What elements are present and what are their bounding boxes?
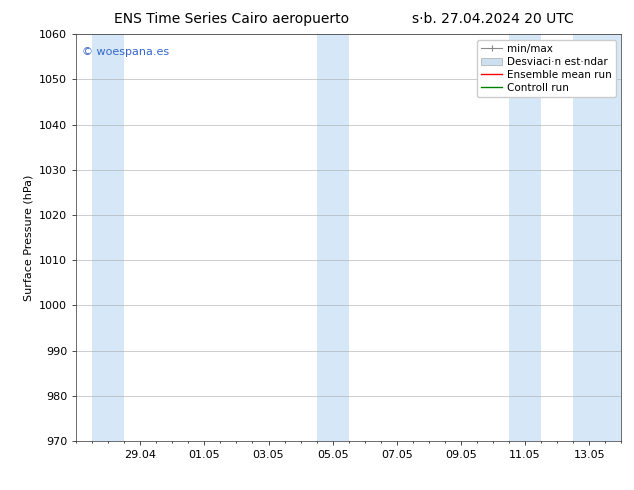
Bar (316, 34, 349, 441)
Text: ENS Time Series Cairo aeropuerto: ENS Time Series Cairo aeropuerto (114, 12, 349, 26)
Text: © woespana.es: © woespana.es (82, 47, 169, 56)
Bar (92, 34, 124, 441)
Y-axis label: Surface Pressure (hPa): Surface Pressure (hPa) (23, 174, 34, 301)
Legend: min/max, Desviaci·n est·ndar, Ensemble mean run, Controll run: min/max, Desviaci·n est·ndar, Ensemble m… (477, 40, 616, 97)
Bar (573, 34, 621, 441)
Text: s·b. 27.04.2024 20 UTC: s·b. 27.04.2024 20 UTC (412, 12, 574, 26)
Bar (509, 34, 541, 441)
